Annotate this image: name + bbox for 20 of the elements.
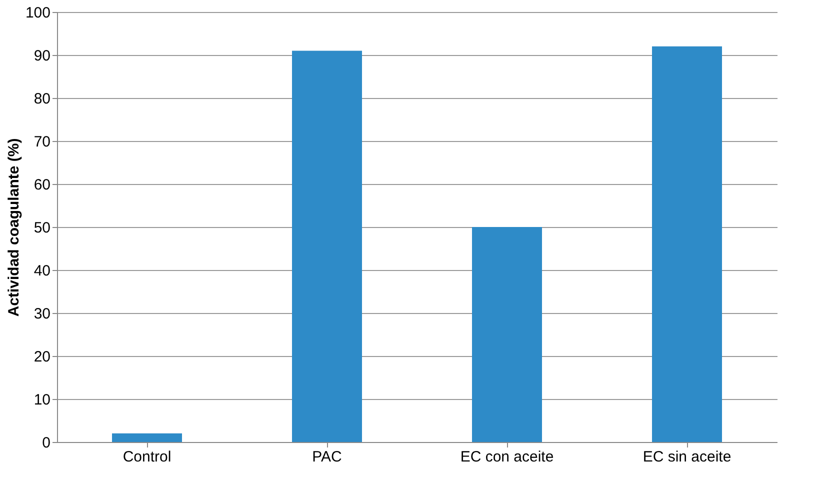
y-tick-label: 60 [34,176,50,194]
x-tick-label: PAC [312,448,342,466]
y-tick-label: 90 [34,48,50,64]
y-tick-label: 70 [34,134,50,150]
y-axis-title: Actividad coagulante (%) [5,138,22,317]
bar [472,227,542,442]
y-tick-label: 20 [34,348,50,366]
y-tick-label: 0 [42,434,50,452]
bar [292,50,362,442]
y-tick-label: 10 [34,392,50,408]
bar [112,433,182,442]
y-tick-label: 50 [34,220,50,236]
y-tick-label: 40 [34,262,50,280]
bar [652,46,722,442]
y-tick-label: 100 [25,4,50,22]
y-tick-label: 30 [34,306,50,322]
x-tick-label: EC con aceite [460,448,554,466]
y-tick-label: 80 [34,90,50,108]
x-tick-label: Control [122,448,172,466]
x-tick-label: EC sin aceite [642,448,732,466]
